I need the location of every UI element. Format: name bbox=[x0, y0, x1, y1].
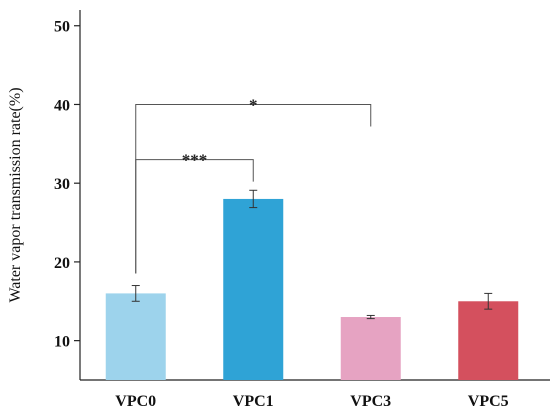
bars bbox=[105, 198, 519, 380]
x-tick-label: VPC1 bbox=[233, 393, 274, 410]
significance-bracket bbox=[135, 103, 372, 274]
error-bars bbox=[131, 189, 493, 320]
y-tick-label: 40 bbox=[54, 97, 70, 114]
bar-vpc1 bbox=[223, 198, 284, 380]
y-tick-label: 10 bbox=[54, 334, 70, 351]
x-tick-label: VPC0 bbox=[115, 393, 156, 410]
y-tick-label: 20 bbox=[54, 255, 70, 272]
y-ticks: 10 20 30 40 50 bbox=[54, 19, 80, 351]
significance-brackets: **** bbox=[135, 95, 372, 274]
significance-label: * bbox=[249, 95, 258, 114]
bar-vpc5 bbox=[458, 301, 519, 380]
bar-vpc0 bbox=[105, 293, 166, 380]
x-tick-label: VPC5 bbox=[468, 393, 509, 410]
x-tick-labels: VPC0 VPC1 VPC3 VPC5 bbox=[115, 393, 508, 410]
x-tick-label: VPC3 bbox=[350, 393, 391, 410]
significance-label: *** bbox=[182, 151, 208, 170]
bar-vpc3 bbox=[340, 317, 401, 380]
y-axis-title: Water vapor transmission rate(%) bbox=[7, 87, 24, 302]
y-tick-label: 50 bbox=[54, 19, 70, 36]
y-tick-label: 30 bbox=[54, 176, 70, 193]
